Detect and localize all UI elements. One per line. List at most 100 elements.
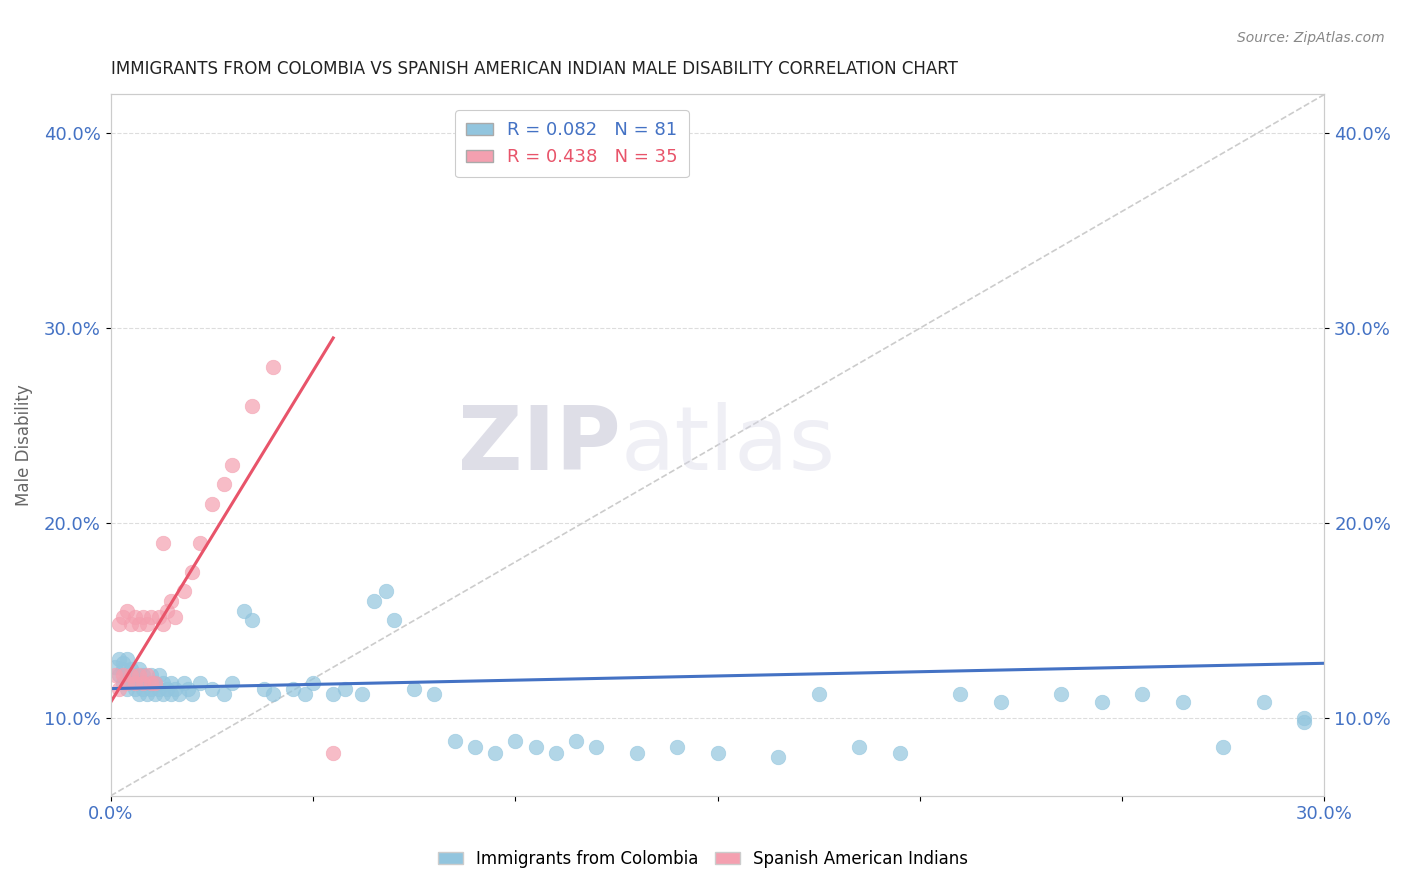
Point xyxy=(128,662,150,676)
Point xyxy=(889,746,911,760)
Point xyxy=(132,681,155,696)
Point xyxy=(115,652,138,666)
Point xyxy=(188,675,211,690)
Point xyxy=(143,675,166,690)
Point xyxy=(188,535,211,549)
Point xyxy=(503,734,526,748)
Point xyxy=(262,360,284,375)
Point xyxy=(120,617,142,632)
Point xyxy=(281,681,304,696)
Point xyxy=(173,584,195,599)
Point xyxy=(128,668,150,682)
Point xyxy=(115,675,138,690)
Point xyxy=(128,688,150,702)
Point xyxy=(524,740,547,755)
Point xyxy=(212,688,235,702)
Text: Source: ZipAtlas.com: Source: ZipAtlas.com xyxy=(1237,31,1385,45)
Point xyxy=(104,660,127,674)
Point xyxy=(160,688,183,702)
Point xyxy=(706,746,728,760)
Point xyxy=(1212,740,1234,755)
Point xyxy=(148,681,170,696)
Point xyxy=(120,668,142,682)
Point xyxy=(176,681,198,696)
Point xyxy=(107,617,129,632)
Point xyxy=(160,675,183,690)
Point xyxy=(124,668,146,682)
Point xyxy=(1294,711,1316,725)
Point xyxy=(132,609,155,624)
Point xyxy=(136,617,159,632)
Text: atlas: atlas xyxy=(620,401,835,489)
Point xyxy=(152,617,174,632)
Point xyxy=(212,477,235,491)
Point xyxy=(180,688,202,702)
Point xyxy=(136,675,159,690)
Point xyxy=(156,681,179,696)
Point xyxy=(115,681,138,696)
Point xyxy=(141,609,163,624)
Point xyxy=(152,675,174,690)
Point xyxy=(404,681,426,696)
Point xyxy=(120,675,142,690)
Point xyxy=(107,652,129,666)
Point xyxy=(111,662,134,676)
Y-axis label: Male Disability: Male Disability xyxy=(15,384,32,506)
Point xyxy=(990,695,1012,709)
Point xyxy=(585,740,607,755)
Point xyxy=(107,668,129,682)
Point xyxy=(294,688,316,702)
Point xyxy=(152,535,174,549)
Point xyxy=(335,681,357,696)
Point xyxy=(111,609,134,624)
Point xyxy=(124,681,146,696)
Point xyxy=(173,675,195,690)
Point xyxy=(1130,688,1153,702)
Point xyxy=(350,688,373,702)
Point xyxy=(136,668,159,682)
Point xyxy=(169,688,191,702)
Point xyxy=(382,614,405,628)
Point xyxy=(141,675,163,690)
Point xyxy=(128,617,150,632)
Point xyxy=(322,688,344,702)
Point xyxy=(1050,688,1073,702)
Point xyxy=(565,734,588,748)
Point xyxy=(111,668,134,682)
Point xyxy=(374,584,396,599)
Point xyxy=(148,668,170,682)
Point xyxy=(124,675,146,690)
Point xyxy=(141,681,163,696)
Point xyxy=(949,688,972,702)
Point xyxy=(1294,714,1316,729)
Point xyxy=(180,565,202,579)
Point xyxy=(322,746,344,760)
Point xyxy=(120,672,142,686)
Point xyxy=(768,749,790,764)
Point xyxy=(201,681,224,696)
Point xyxy=(104,668,127,682)
Point xyxy=(253,681,276,696)
Point xyxy=(1171,695,1194,709)
Point xyxy=(302,675,325,690)
Point xyxy=(221,675,243,690)
Point xyxy=(160,594,183,608)
Point xyxy=(111,675,134,690)
Point xyxy=(443,734,465,748)
Point xyxy=(120,662,142,676)
Point xyxy=(240,399,263,413)
Point xyxy=(143,675,166,690)
Point xyxy=(152,688,174,702)
Point xyxy=(201,497,224,511)
Point xyxy=(423,688,446,702)
Legend: Immigrants from Colombia, Spanish American Indians: Immigrants from Colombia, Spanish Americ… xyxy=(432,844,974,875)
Point xyxy=(544,746,567,760)
Text: IMMIGRANTS FROM COLOMBIA VS SPANISH AMERICAN INDIAN MALE DISABILITY CORRELATION : IMMIGRANTS FROM COLOMBIA VS SPANISH AMER… xyxy=(111,60,957,78)
Point xyxy=(107,681,129,696)
Point xyxy=(363,594,385,608)
Point xyxy=(115,604,138,618)
Point xyxy=(666,740,689,755)
Point xyxy=(143,688,166,702)
Text: ZIP: ZIP xyxy=(458,401,620,489)
Point xyxy=(136,688,159,702)
